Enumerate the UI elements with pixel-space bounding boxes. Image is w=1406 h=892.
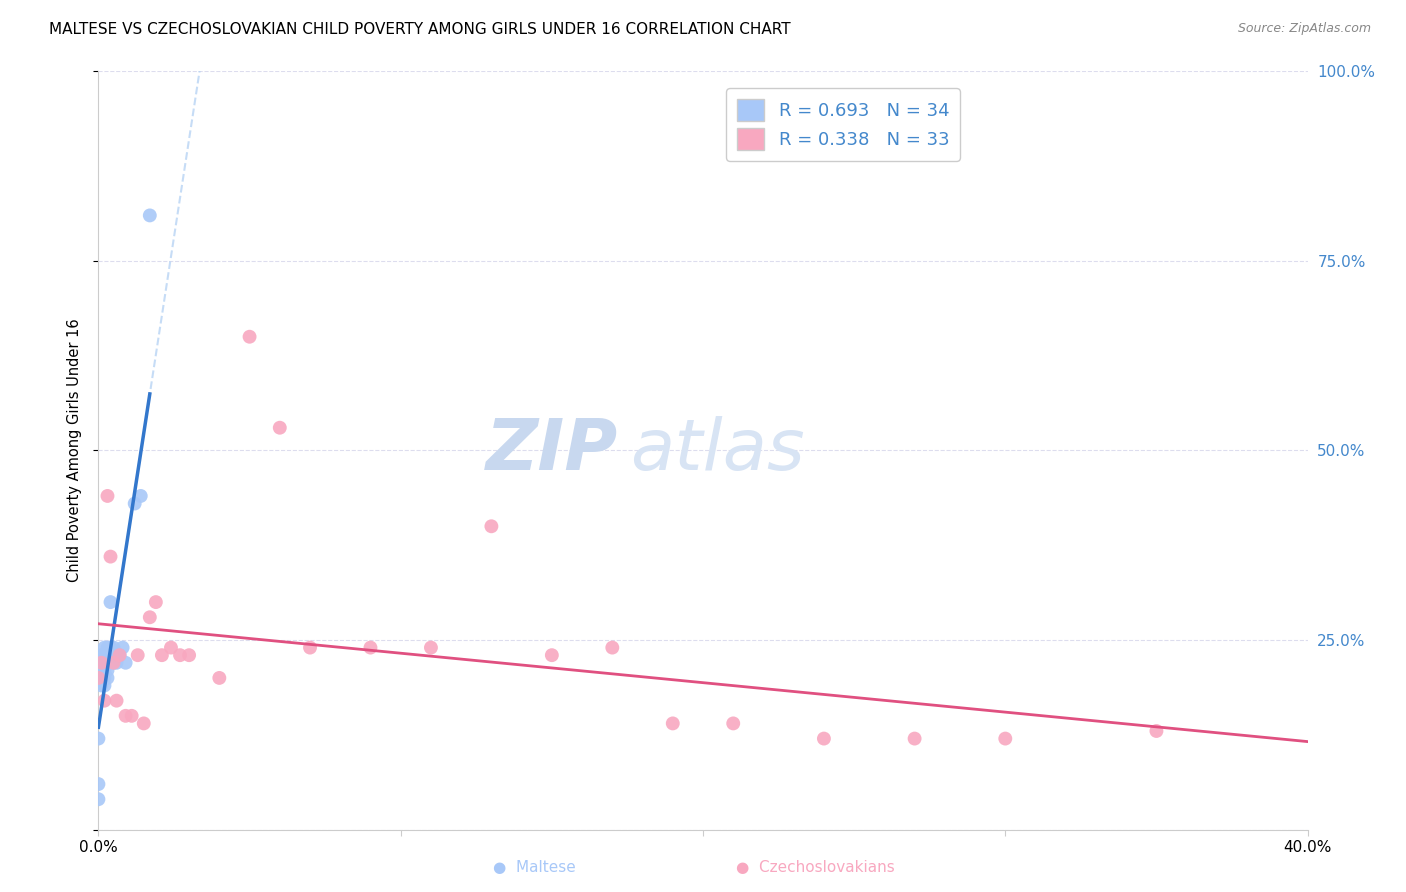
Point: [93, 664, 115, 678]
Point: [111, 640, 134, 655]
Point: [96, 489, 118, 503]
Point: [96, 656, 118, 670]
Point: [132, 716, 155, 731]
Point: [114, 656, 136, 670]
Point: [139, 209, 162, 223]
Point: [145, 595, 167, 609]
Point: [269, 421, 291, 435]
Point: [90, 656, 112, 670]
Point: [87, 777, 110, 791]
Point: [540, 648, 562, 662]
Point: [179, 648, 201, 662]
Point: [103, 656, 125, 670]
Text: Source: ZipAtlas.com: Source: ZipAtlas.com: [1237, 22, 1371, 36]
Point: [121, 708, 143, 723]
Point: [90, 678, 112, 692]
Point: [103, 640, 125, 655]
Point: [661, 716, 683, 731]
Point: [105, 694, 128, 708]
Point: [90, 648, 112, 662]
Point: [100, 656, 122, 670]
Point: [129, 489, 152, 503]
Point: [299, 640, 322, 655]
Point: [114, 708, 136, 723]
Point: [90, 671, 112, 685]
Y-axis label: Child Poverty Among Girls Under 16: Child Poverty Among Girls Under 16: [67, 318, 83, 582]
Point: [103, 656, 125, 670]
Point: [813, 731, 835, 746]
Point: [93, 656, 115, 670]
Text: ●  Czechoslovakians: ● Czechoslovakians: [737, 861, 894, 875]
Point: [100, 549, 122, 564]
Point: [420, 640, 443, 655]
Point: [87, 671, 110, 685]
Point: [723, 716, 745, 731]
Point: [108, 648, 131, 662]
Point: [139, 610, 162, 624]
Point: [90, 656, 112, 670]
Point: [96, 640, 118, 655]
Point: [481, 519, 503, 533]
Point: [90, 664, 112, 678]
Point: [208, 671, 231, 685]
Point: [127, 648, 149, 662]
Point: [105, 656, 128, 670]
Point: [150, 648, 173, 662]
Point: [93, 640, 115, 655]
Text: MALTESE VS CZECHOSLOVAKIAN CHILD POVERTY AMONG GIRLS UNDER 16 CORRELATION CHART: MALTESE VS CZECHOSLOVAKIAN CHILD POVERTY…: [49, 22, 790, 37]
Text: atlas: atlas: [630, 416, 806, 485]
Point: [239, 330, 262, 344]
Point: [100, 640, 122, 655]
Point: [124, 496, 146, 510]
Point: [93, 671, 115, 685]
Point: [100, 595, 122, 609]
Point: [87, 671, 110, 685]
Point: [93, 678, 115, 692]
Point: [602, 640, 624, 655]
Legend: R = 0.693   N = 34, R = 0.338   N = 33: R = 0.693 N = 34, R = 0.338 N = 33: [725, 88, 960, 161]
Text: ●  Maltese: ● Maltese: [494, 861, 575, 875]
Point: [93, 694, 115, 708]
Point: [96, 664, 118, 678]
Text: ZIP: ZIP: [486, 416, 619, 485]
Point: [105, 648, 128, 662]
Point: [96, 648, 118, 662]
Point: [360, 640, 382, 655]
Point: [169, 648, 191, 662]
Point: [87, 792, 110, 806]
Point: [100, 648, 122, 662]
Point: [1144, 724, 1167, 739]
Point: [994, 731, 1017, 746]
Point: [108, 648, 131, 662]
Point: [87, 731, 110, 746]
Point: [904, 731, 927, 746]
Point: [93, 648, 115, 662]
Point: [160, 640, 183, 655]
Point: [96, 671, 118, 685]
